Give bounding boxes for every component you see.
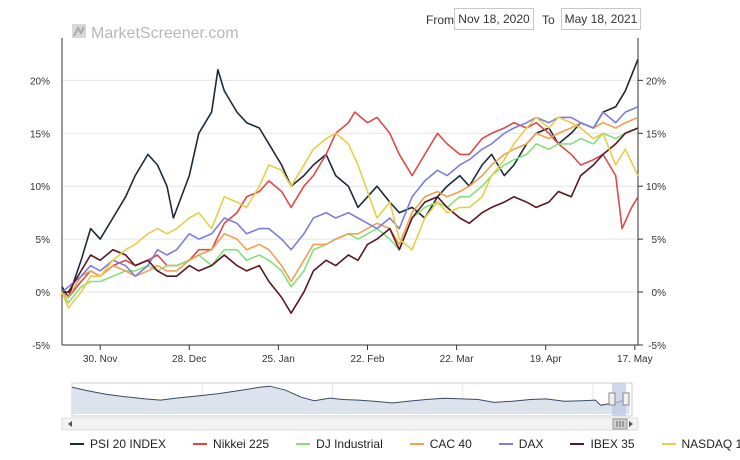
series-lines [61,58,639,314]
legend: PSI 20 INDEX Nikkei 225 DJ Industrial CA… [70,437,740,451]
series-line-nasdaq-100 [61,116,639,309]
legend-label: IBEX 35 [590,437,635,451]
x-tick-label: 25. Jan [262,354,295,365]
to-label: To [542,13,555,27]
navigator-selection[interactable] [612,383,626,416]
navigator-line [71,385,630,406]
legend-swatch [661,443,676,445]
legend-item-dax[interactable]: DAX [498,437,544,451]
x-tick-label: 22. Feb [351,354,385,365]
legend-item-dj-industrial[interactable]: DJ Industrial [296,437,383,451]
x-tick-label: 17. May [617,354,653,365]
y-tick-label-left: 15% [30,129,50,140]
y-tick-label-right: 15% [646,129,666,140]
scroll-left-arrow-icon[interactable] [68,421,72,427]
legend-swatch [70,443,84,445]
legend-item-psi20[interactable]: PSI 20 INDEX [70,437,166,451]
scrollbar-track[interactable] [61,417,639,431]
legend-swatch [409,443,424,445]
y-tick-label-right: 10% [646,182,666,193]
axes: -5% -5% 0% 0% 5% 5% 10% 10% 15% 15% 20% 20% 30. Nov 2… [30,38,666,365]
legend-label: Nikkei 225 [213,437,270,451]
legend-item-nasdaq100[interactable]: NASDAQ 100 [661,437,740,451]
legend-item-ibex35[interactable]: IBEX 35 [570,437,635,451]
y-tick-label-left: -5% [32,341,50,352]
y-tick-label-right: 0% [652,288,667,299]
navigator-left-handle[interactable] [608,392,616,406]
legend-swatch [498,443,513,445]
legend-label: NASDAQ 100 [681,437,740,451]
y-tick-label-right: -5% [648,341,666,352]
legend-label: DJ Industrial [316,437,383,451]
logo-mark-glyph [73,25,85,37]
series-line-cac-40 [61,116,639,299]
navigator-right-handle[interactable] [622,392,630,406]
series-line-dax [61,106,639,293]
from-label: From [426,13,454,27]
scrollbar-grip-icon [616,421,624,427]
to-date-input[interactable]: May 18, 2021 [561,8,641,30]
y-tick-label-left: 0% [36,288,51,299]
y-tick-label-right: 5% [652,235,667,246]
marketscreener-logo: MarketScreener.com [72,24,239,42]
legend-label: DAX [518,437,544,451]
legend-label: CAC 40 [429,437,472,451]
navigator[interactable]: 2005201020152020 [71,382,633,417]
x-tick-label: 28. Dec [172,354,206,365]
scrollbar[interactable] [61,417,639,431]
y-tick-label-left: 20% [30,76,50,87]
series-line-psi-20-index [61,58,639,299]
scroll-right-arrow-icon[interactable] [629,421,633,427]
y-tick-label-left: 10% [30,182,50,193]
legend-swatch [193,443,208,445]
series-line-ibex-35 [62,127,639,314]
x-tick-label: 22. Mar [440,354,475,365]
legend-swatch [296,443,311,445]
legend-item-nikkei[interactable]: Nikkei 225 [193,437,269,451]
series-line-nikkei-225 [61,111,639,299]
logo-text: MarketScreener.com [91,25,239,42]
legend-item-cac40[interactable]: CAC 40 [409,437,472,451]
from-date-input[interactable]: Nov 18, 2020 [454,8,534,30]
x-tick-label: 19. Apr [530,354,562,365]
legend-swatch [570,443,585,445]
y-tick-label-right: 20% [646,76,666,87]
legend-label: PSI 20 INDEX [90,437,167,451]
x-tick-label: 30. Nov [83,354,117,365]
y-tick-label-left: 5% [36,235,51,246]
